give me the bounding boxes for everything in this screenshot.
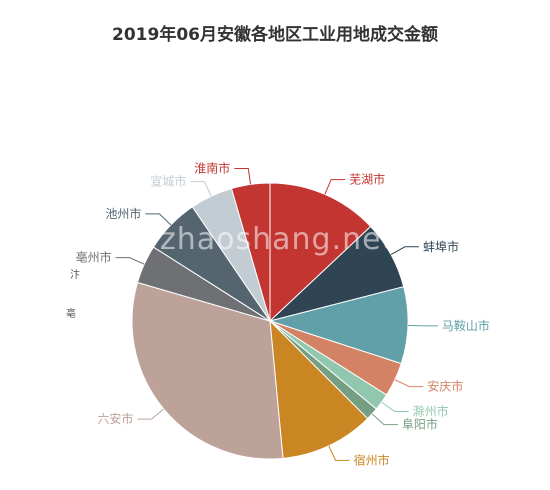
- slice-label-line: [407, 324, 438, 327]
- slice-label-line: [145, 213, 172, 226]
- slice-label-line: [324, 179, 346, 195]
- slice-label: 滁州市: [413, 404, 449, 419]
- slice-label: 阜阳市: [402, 417, 438, 432]
- slice-label-line: [390, 246, 419, 255]
- chart-title: 2019年06月安徽各地区工业用地成交金额: [112, 25, 438, 45]
- slice-label-line: [234, 168, 252, 185]
- slice-label: 宣城市: [150, 174, 186, 189]
- slice-label: 六安市: [97, 411, 133, 426]
- slice-label: 芜湖市: [349, 172, 385, 187]
- side-label-1: 汴: [70, 270, 80, 281]
- slice-label-line: [381, 401, 409, 413]
- slice-label: 马鞍山市: [442, 318, 490, 333]
- slice-label-line: [190, 181, 212, 197]
- watermark: zhaoshang.net: [160, 222, 395, 257]
- slice-label: 淮南市: [194, 161, 230, 176]
- slice-label-line: [137, 408, 164, 420]
- side-label-2: 亳: [66, 309, 76, 320]
- slice-label-line: [115, 257, 145, 265]
- slice-label-line: [394, 379, 424, 388]
- slice-label: 池州市: [105, 206, 141, 221]
- slice-label: 蚌埠市: [423, 239, 459, 254]
- slice-label-line: [371, 413, 398, 426]
- pie-slice[interactable]: [269, 182, 372, 323]
- slice-label-line: [328, 445, 350, 461]
- slice-label: 亳州市: [76, 250, 112, 265]
- slice-label: 安庆市: [427, 379, 463, 394]
- slice-label: 宿州市: [354, 452, 390, 467]
